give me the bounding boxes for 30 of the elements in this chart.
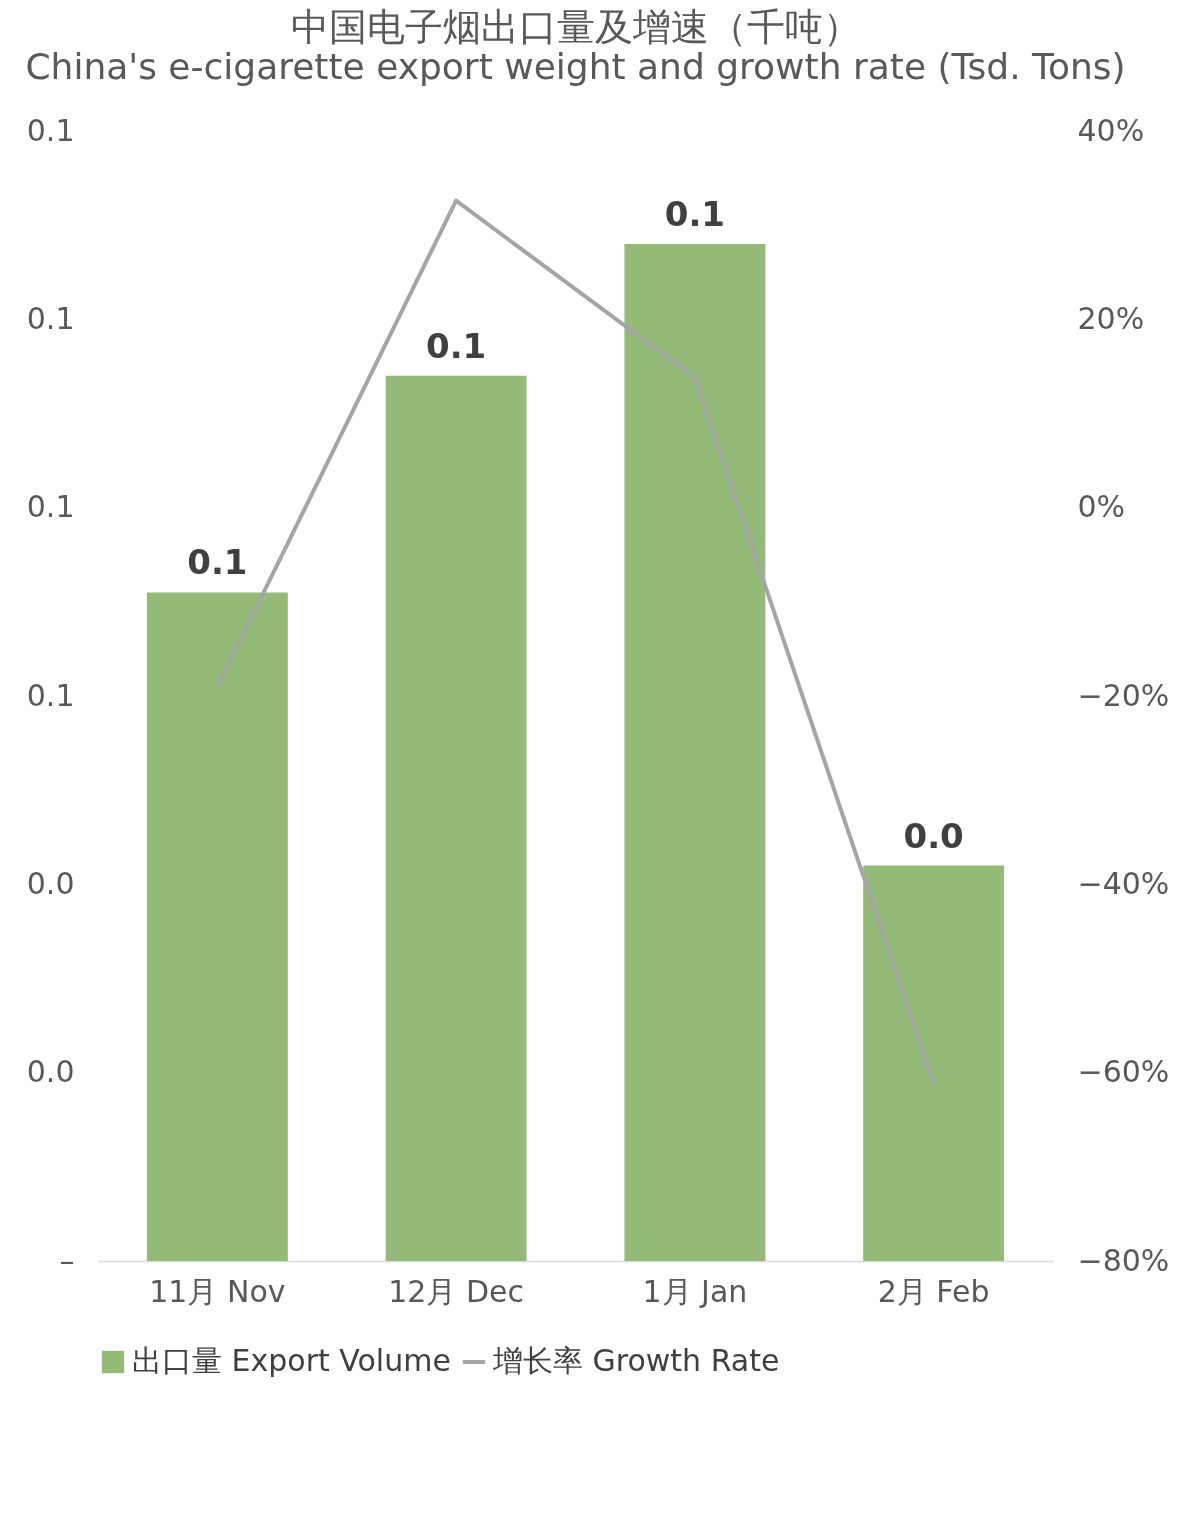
y2-tick-label: 0% [1077,489,1126,525]
y-tick-label: 0.0 [26,1054,75,1090]
y2-tick-label: −60% [1077,1054,1170,1090]
y-tick-label: 0.0 [26,865,75,901]
data-label: 0.1 [187,542,248,583]
bar [863,865,1005,1261]
data-label: 0.1 [426,325,487,366]
y2-tick-label: −80% [1077,1242,1170,1278]
x-tick-label: 11月 Nov [149,1273,286,1309]
y-tick-label: 0.1 [26,677,75,713]
data-label: 0.1 [664,194,725,234]
bar [624,244,766,1261]
y2-tick-label: 40% [1077,112,1145,148]
y-tick-label: – [59,1242,75,1278]
x-tick-label: 1月 Jan [642,1273,748,1309]
bar [146,592,288,1261]
chart-title: 中国电子烟出口量及增速（千吨） [290,5,861,49]
chart-subtitle: China's e-cigarette export weight and growth rate (Tsd. Tons) [25,46,1126,87]
y-tick-label: 0.1 [26,112,75,148]
y-tick-label: 0.1 [26,489,75,525]
x-tick-label: 12月 Dec [388,1273,525,1309]
bar [385,375,527,1261]
legend-label: 增长率 Growth Rate [492,1343,780,1378]
y-tick-label: 0.1 [26,300,75,336]
x-tick-label: 2月 Feb [877,1273,990,1309]
legend-label: 出口量 Export Volume [132,1343,451,1378]
y2-tick-label: −20% [1077,677,1170,713]
y2-tick-label: 20% [1077,300,1145,336]
y2-tick-label: −40% [1077,865,1170,901]
data-label: 0.0 [903,815,964,856]
